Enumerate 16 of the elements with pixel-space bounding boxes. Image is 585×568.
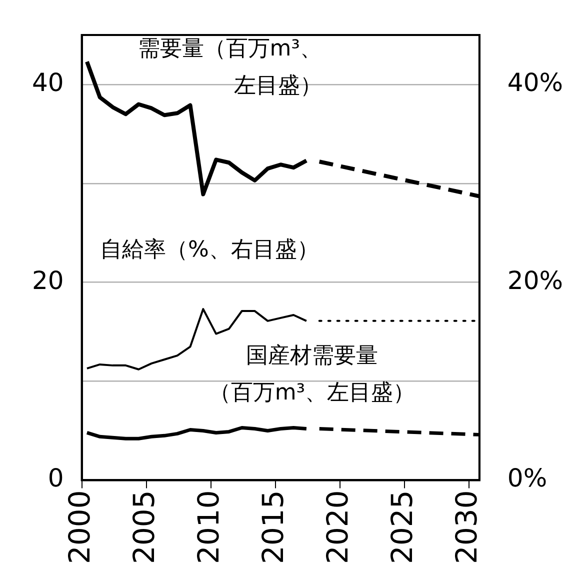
y-tick-label: 20 [32,266,64,295]
y2-tick-label: 20% [507,266,564,295]
annotation: 国産材需要量（百万m³、左目盛） [208,344,416,406]
y2-tick-label: 0% [507,464,548,493]
x-tick-label: 2010 [191,490,226,564]
x-tick-label: 2015 [256,490,290,564]
x-tick-label: 2030 [450,490,484,564]
y-tick-label: 40 [32,68,64,97]
x-tick-label: 2020 [320,490,355,564]
x-tick-label: 2025 [385,490,420,564]
x-tick-label: 2005 [126,490,161,564]
y-tick-label: 0 [48,464,64,493]
annotation: 需要量（百万m³、左目盛） [138,36,322,99]
annotation: 自給率（%、右目盛） [100,238,319,263]
y2-tick-label: 40% [507,68,564,97]
x-tick-label: 2000 [62,490,96,564]
